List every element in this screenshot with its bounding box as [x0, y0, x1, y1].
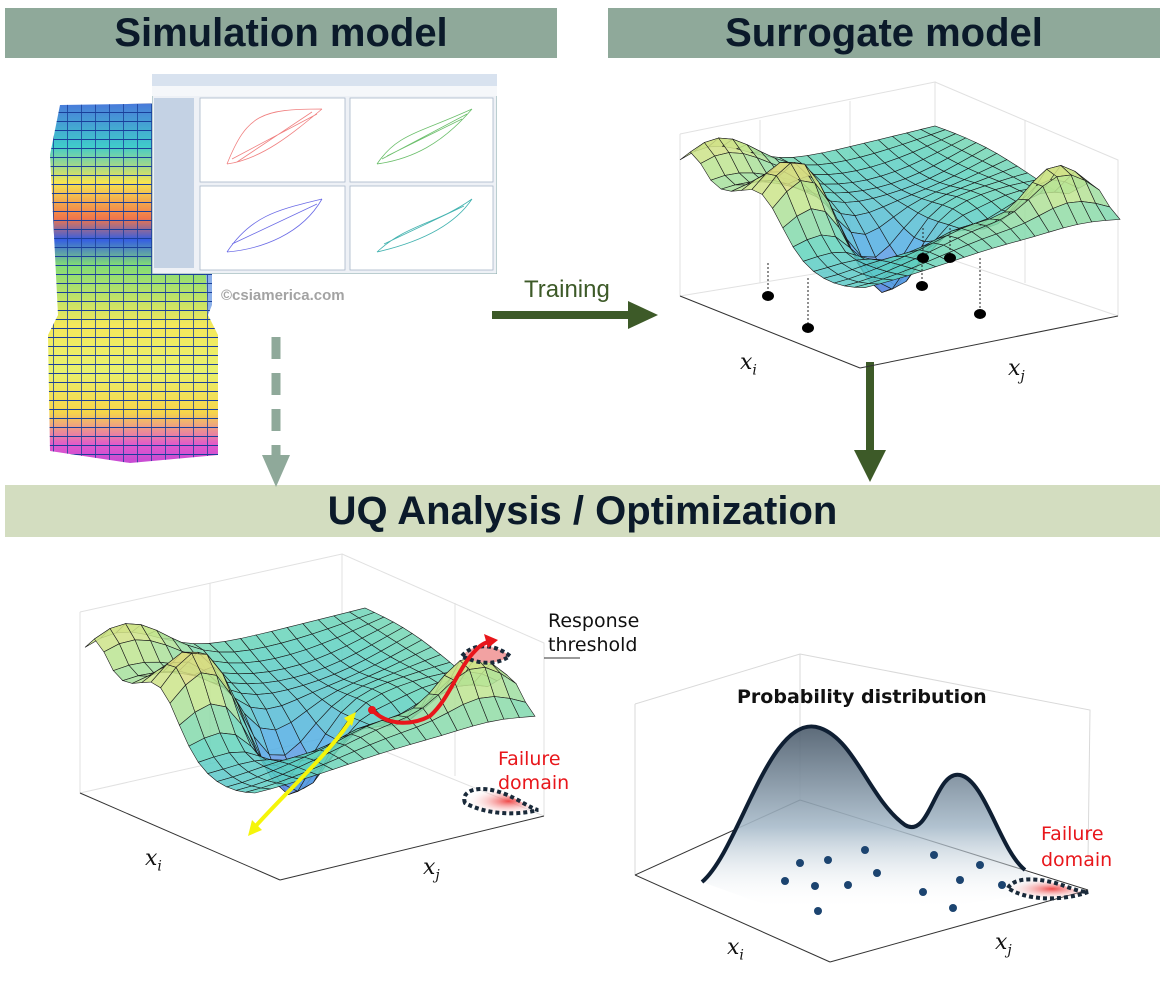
uq-analysis-banner: UQ Analysis / Optimization — [5, 485, 1160, 537]
surrogate-to-uq-arrow — [854, 362, 886, 482]
copyright-credit: ©csiamerica.com — [221, 287, 345, 304]
analysis-software-screenshot — [152, 74, 497, 274]
sample-point — [949, 904, 957, 912]
response-threshold-label: Response threshold — [548, 610, 640, 656]
sample-point — [976, 861, 984, 869]
surface-patch — [509, 697, 536, 718]
surrogate-surface-plot — [679, 81, 1121, 369]
sample-point — [930, 851, 938, 859]
surrogate-model-banner: Surrogate model — [608, 8, 1160, 58]
red-arrowhead — [484, 634, 498, 648]
sample-point — [824, 856, 832, 864]
sample-point — [998, 881, 1006, 889]
uq-surface-plot — [79, 553, 580, 881]
sample-point — [796, 859, 804, 867]
sample-point — [814, 907, 822, 915]
uq-left-xj-label: xj — [423, 855, 440, 884]
yellow-arrowhead-end — [248, 820, 262, 836]
sample-points — [781, 846, 1006, 915]
probability-distribution-plot — [634, 653, 1091, 963]
simulation-model-banner: Simulation model — [5, 8, 557, 58]
training-point — [762, 291, 774, 301]
training-point — [974, 309, 986, 319]
sample-point — [861, 846, 869, 854]
uq-left-xi-label: xi — [145, 846, 162, 875]
sample-point — [919, 888, 927, 896]
uq-right-xj-label: xj — [995, 930, 1012, 959]
probability-distribution-title: Probability distribution — [737, 686, 987, 708]
surrogate-xi-label: xi — [740, 350, 757, 379]
failure-domain-label-left: Failure domain — [498, 748, 570, 794]
yellow-arrowhead-start — [344, 712, 356, 726]
plot-axes — [679, 295, 1119, 369]
failure-domain-label-right: Failure domain — [1041, 823, 1113, 871]
training-points — [762, 228, 986, 333]
training-point — [916, 281, 928, 291]
distribution-curve — [700, 724, 1027, 884]
dashed-arrow-down — [262, 337, 290, 487]
training-point — [802, 323, 814, 333]
training-arrow — [492, 301, 658, 329]
surface-patch — [1094, 202, 1121, 221]
distribution-surface — [702, 726, 1050, 910]
training-point — [944, 253, 956, 263]
sample-point — [844, 881, 852, 889]
surrogate-xj-label: xj — [1008, 356, 1025, 385]
plot-axes — [79, 792, 545, 881]
sample-point — [956, 876, 964, 884]
failure-domain-region — [462, 787, 539, 816]
optimization-path-red — [370, 639, 493, 725]
failure-domain-region-right — [1005, 877, 1089, 901]
training-point — [917, 253, 929, 263]
training-label: Training — [524, 276, 610, 303]
uq-right-xi-label: xi — [727, 935, 744, 964]
optimization-path-yellow — [252, 716, 354, 830]
sample-point — [873, 869, 881, 877]
sample-point — [781, 877, 789, 885]
sample-point — [811, 882, 819, 890]
